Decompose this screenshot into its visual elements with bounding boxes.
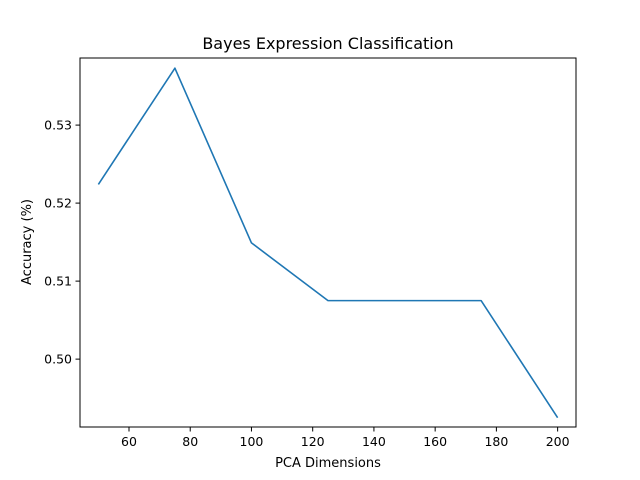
y-tick-label: 0.50: [44, 352, 72, 367]
x-tick-label: 60: [121, 434, 137, 449]
plot-area: 60 80 100 120 140 160 180 200 0.50 0.51 0.52 0.53: [44, 57, 577, 449]
y-tick-label: 0.51: [44, 274, 72, 289]
x-tick-label: 100: [240, 434, 264, 449]
x-tick-label: 180: [484, 434, 508, 449]
chart-title: Bayes Expression Classification: [202, 34, 453, 53]
x-tick-label: 200: [546, 434, 570, 449]
x-tick-label: 120: [301, 434, 325, 449]
x-tick-label: 140: [362, 434, 386, 449]
x-axis-label: PCA Dimensions: [275, 456, 381, 471]
x-tick-label: 80: [182, 434, 198, 449]
x-tick-label: 160: [423, 434, 447, 449]
series-line-0: [97, 67, 559, 419]
y-tick-label: 0.52: [44, 196, 72, 211]
axes-frame: [79, 57, 577, 428]
y-tick-label: 0.53: [44, 118, 72, 133]
y-axis-label: Accuracy (%): [20, 199, 35, 285]
